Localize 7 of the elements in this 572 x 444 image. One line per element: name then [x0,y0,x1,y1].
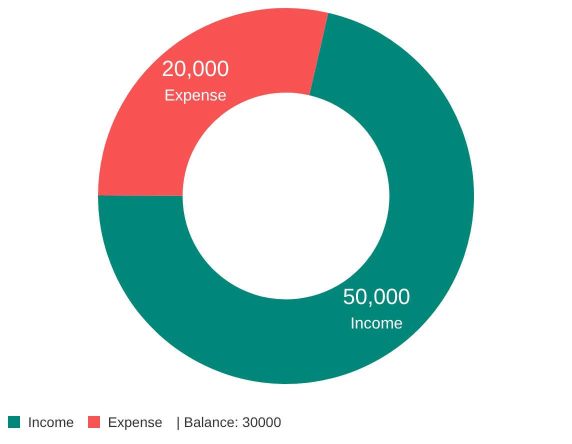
data-label: 50,000 [342,284,410,310]
data-label: 20,000 [162,56,230,81]
slice-label: Expense [164,87,227,104]
slice-label: Income [350,316,403,333]
legend-label: Expense [106,414,162,430]
legend-label: Income [27,414,74,430]
text: | Balance: 30000 [176,414,282,430]
